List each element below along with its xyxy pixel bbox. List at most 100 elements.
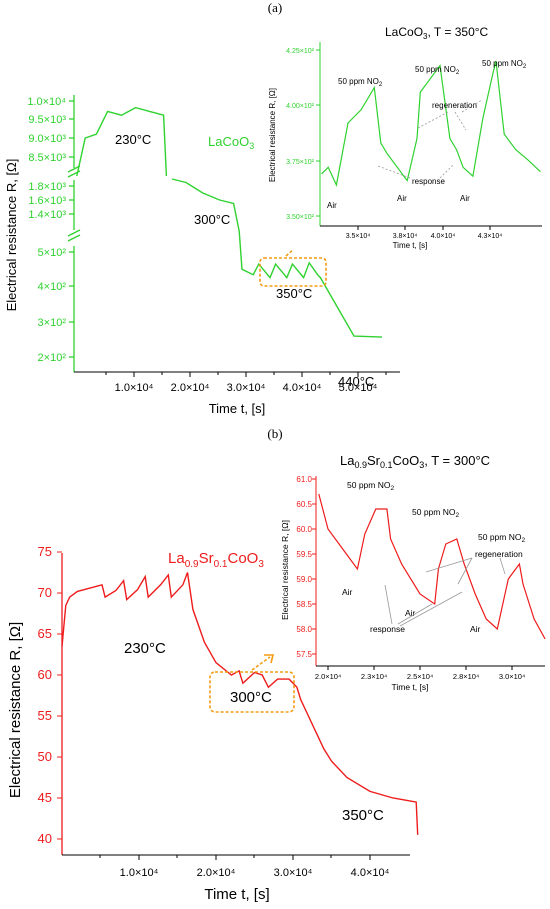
inset-a-annotation: Air — [397, 194, 407, 203]
panel-a-label: (a) — [268, 0, 282, 15]
inset-a-annotation: Air — [460, 194, 470, 203]
panel-a-inset: LaCoO3, T = 350°C 3.50×10² 3.75×10² 4.00… — [262, 24, 547, 250]
temp-label: 300°C — [230, 689, 272, 706]
temp-label: 350°C — [342, 807, 384, 824]
y-tick-label: 2×10² — [38, 352, 67, 364]
inset-b-annotation: regeneration — [475, 549, 523, 559]
inset-a-y-tick: 4.00×10² — [286, 103, 314, 110]
panel-b-series-line — [61, 572, 419, 835]
x-tick-label: 2.0×10⁴ — [171, 382, 210, 394]
y-tick-label: 3×10² — [38, 317, 67, 329]
panel-a-x-tick-labels: 1.0×10⁴ 2.0×10⁴ 3.0×10⁴ 4.0×10⁴ 5.0×10⁴ — [115, 382, 378, 394]
inset-a-annotation: 50 ppm NO2 — [482, 59, 527, 70]
inset-b-y-tick: 57.5 — [296, 650, 312, 659]
temp-label: 230°C — [124, 640, 166, 657]
inset-a-x-tick: 4.3×10⁴ — [478, 233, 503, 240]
x-tick-label: 5.0×10⁴ — [339, 382, 378, 394]
inset-b-x-tick: 2.3×10⁴ — [361, 672, 387, 681]
inset-a-annotation: 50 ppm NO2 — [338, 77, 383, 88]
y-tick-label: 1.8×10³ — [28, 181, 66, 193]
y-tick-label: 1.0×10⁴ — [27, 96, 66, 108]
inset-a-annotation: response — [412, 177, 445, 186]
panel-b-x-tick-labels: 1.0×10⁴ 2.0×10⁴ 3.0×10⁴ 4.0×10⁴ — [120, 867, 390, 879]
y-tick-label: 65 — [38, 626, 52, 641]
y-tick-label: 4×10² — [38, 281, 67, 293]
inset-a-title: LaCoO3, T = 350°C — [385, 25, 489, 41]
temp-label: 440°C — [338, 374, 374, 389]
inset-a-x-label: Time t, [s] — [393, 241, 428, 250]
y-tick-label: 50 — [38, 749, 52, 764]
inset-b-x-label: Time t, [s] — [392, 682, 429, 692]
x-tick-label: 3.0×10⁴ — [227, 382, 266, 394]
series-segment-300C — [171, 178, 240, 232]
panel-b-y-tick-labels: 40 45 50 55 60 65 70 75 — [38, 544, 52, 846]
panel-b-label: (b) — [267, 426, 282, 441]
y-tick-label: 1.6×10³ — [28, 195, 66, 207]
inset-b-annotation: Air — [342, 587, 353, 597]
panel-a-y-axis-label: Electrical resistance R, [Ω] — [4, 159, 19, 312]
inset-a-y-label: Electrical resistance R, [Ω] — [268, 88, 277, 182]
inset-b-y-tick: 61.0 — [296, 475, 312, 484]
y-tick-label: 8.5×10³ — [28, 152, 66, 164]
panel-b-x-axis-label: Time t, [s] — [204, 886, 269, 903]
series-segment-350C-440C — [238, 231, 383, 338]
inset-b-x-tick: 2.8×10⁴ — [453, 672, 479, 681]
inset-a-annotation: 50 ppm NO2 — [415, 65, 460, 76]
inset-a-pointer-lines — [377, 99, 483, 179]
inset-b-y-label: Electrical resistance R, [Ω] — [280, 520, 290, 620]
panel-b-y-ticks — [57, 551, 62, 840]
inset-b-annotation: 50 ppm NO2 — [412, 507, 459, 519]
x-tick-label: 2.0×10⁴ — [197, 867, 236, 879]
y-tick-label: 45 — [38, 790, 52, 805]
temp-label: 350°C — [276, 286, 312, 301]
y-tick-label: 40 — [38, 831, 52, 846]
panel-a-y-tick-labels: 8.5×10³ 9.0×10³ 9.5×10³ 1.0×10⁴ 1.4×10³ … — [27, 96, 66, 364]
y-tick-label: 5×10² — [38, 247, 67, 259]
x-tick-label: 1.0×10⁴ — [120, 867, 159, 879]
panel-b-zoom-arrow — [251, 656, 271, 671]
inset-b-annotation: Air — [470, 624, 481, 634]
inset-a-annotation: regeneration — [432, 101, 477, 110]
inset-a-x-tick: 3.5×10⁴ — [346, 233, 371, 240]
x-tick-label: 3.0×10⁴ — [274, 867, 313, 879]
inset-b-x-tick: 2.5×10⁴ — [407, 672, 433, 681]
inset-b-y-tick: 60.0 — [296, 525, 312, 534]
panel-b-highlight-box — [209, 671, 295, 713]
x-tick-label: 1.0×10⁴ — [115, 382, 154, 394]
inset-b-title: La0.9Sr0.1CoO3, T = 300°C — [340, 453, 490, 470]
series-segment-230C — [76, 106, 168, 177]
inset-b-annotation: 50 ppm NO2 — [478, 532, 525, 544]
inset-b-x-tick: 2.0×10⁴ — [315, 672, 341, 681]
temp-label: 230°C — [115, 132, 151, 147]
y-tick-label: 60 — [38, 667, 52, 682]
inset-a-y-tick: 3.50×10² — [286, 214, 314, 221]
panel-b-material-label: La0.9Sr0.1CoO3 — [168, 550, 264, 570]
inset-b-y-tick: 58.0 — [296, 625, 312, 634]
inset-a-x-tick: 4.0×10⁴ — [431, 233, 456, 240]
inset-a-series-line — [321, 60, 541, 187]
inset-a-y-tick: 3.75×10² — [286, 159, 314, 166]
panel-a-material-label: LaCoO3 — [208, 134, 254, 151]
inset-b-annotation: Air — [405, 608, 416, 618]
inset-a-y-tick: 4.25×10² — [286, 48, 314, 55]
inset-b-pointer-lines — [384, 557, 506, 627]
panel-b-x-axis — [62, 854, 410, 860]
panel-a-x-axis-label: Time t, [s] — [209, 401, 266, 416]
inset-b-series-line — [318, 493, 546, 640]
series-line — [61, 572, 419, 835]
y-tick-label: 55 — [38, 708, 52, 723]
y-tick-label: 1.4×10³ — [28, 209, 66, 221]
panel-b-inset: La0.9Sr0.1CoO3, T = 300°C 57.5 58.0 58.5… — [280, 453, 546, 692]
x-tick-label: 4.0×10⁴ — [283, 382, 322, 394]
inset-b-y-tick: 59.5 — [296, 550, 312, 559]
inset-b-annotation: response — [370, 624, 405, 634]
inset-series-line — [321, 60, 541, 187]
temp-label: 300°C — [194, 212, 230, 227]
x-tick-label: 4.0×10⁴ — [351, 867, 390, 879]
y-tick-label: 75 — [38, 544, 52, 559]
inset-b-x-tick: 3.0×10⁴ — [499, 672, 525, 681]
panel-a-y-axis — [67, 95, 81, 372]
panel-a-x-axis — [74, 371, 400, 377]
panel-b-y-axis-label: Electrical resistance R, [Ω] — [7, 622, 24, 798]
